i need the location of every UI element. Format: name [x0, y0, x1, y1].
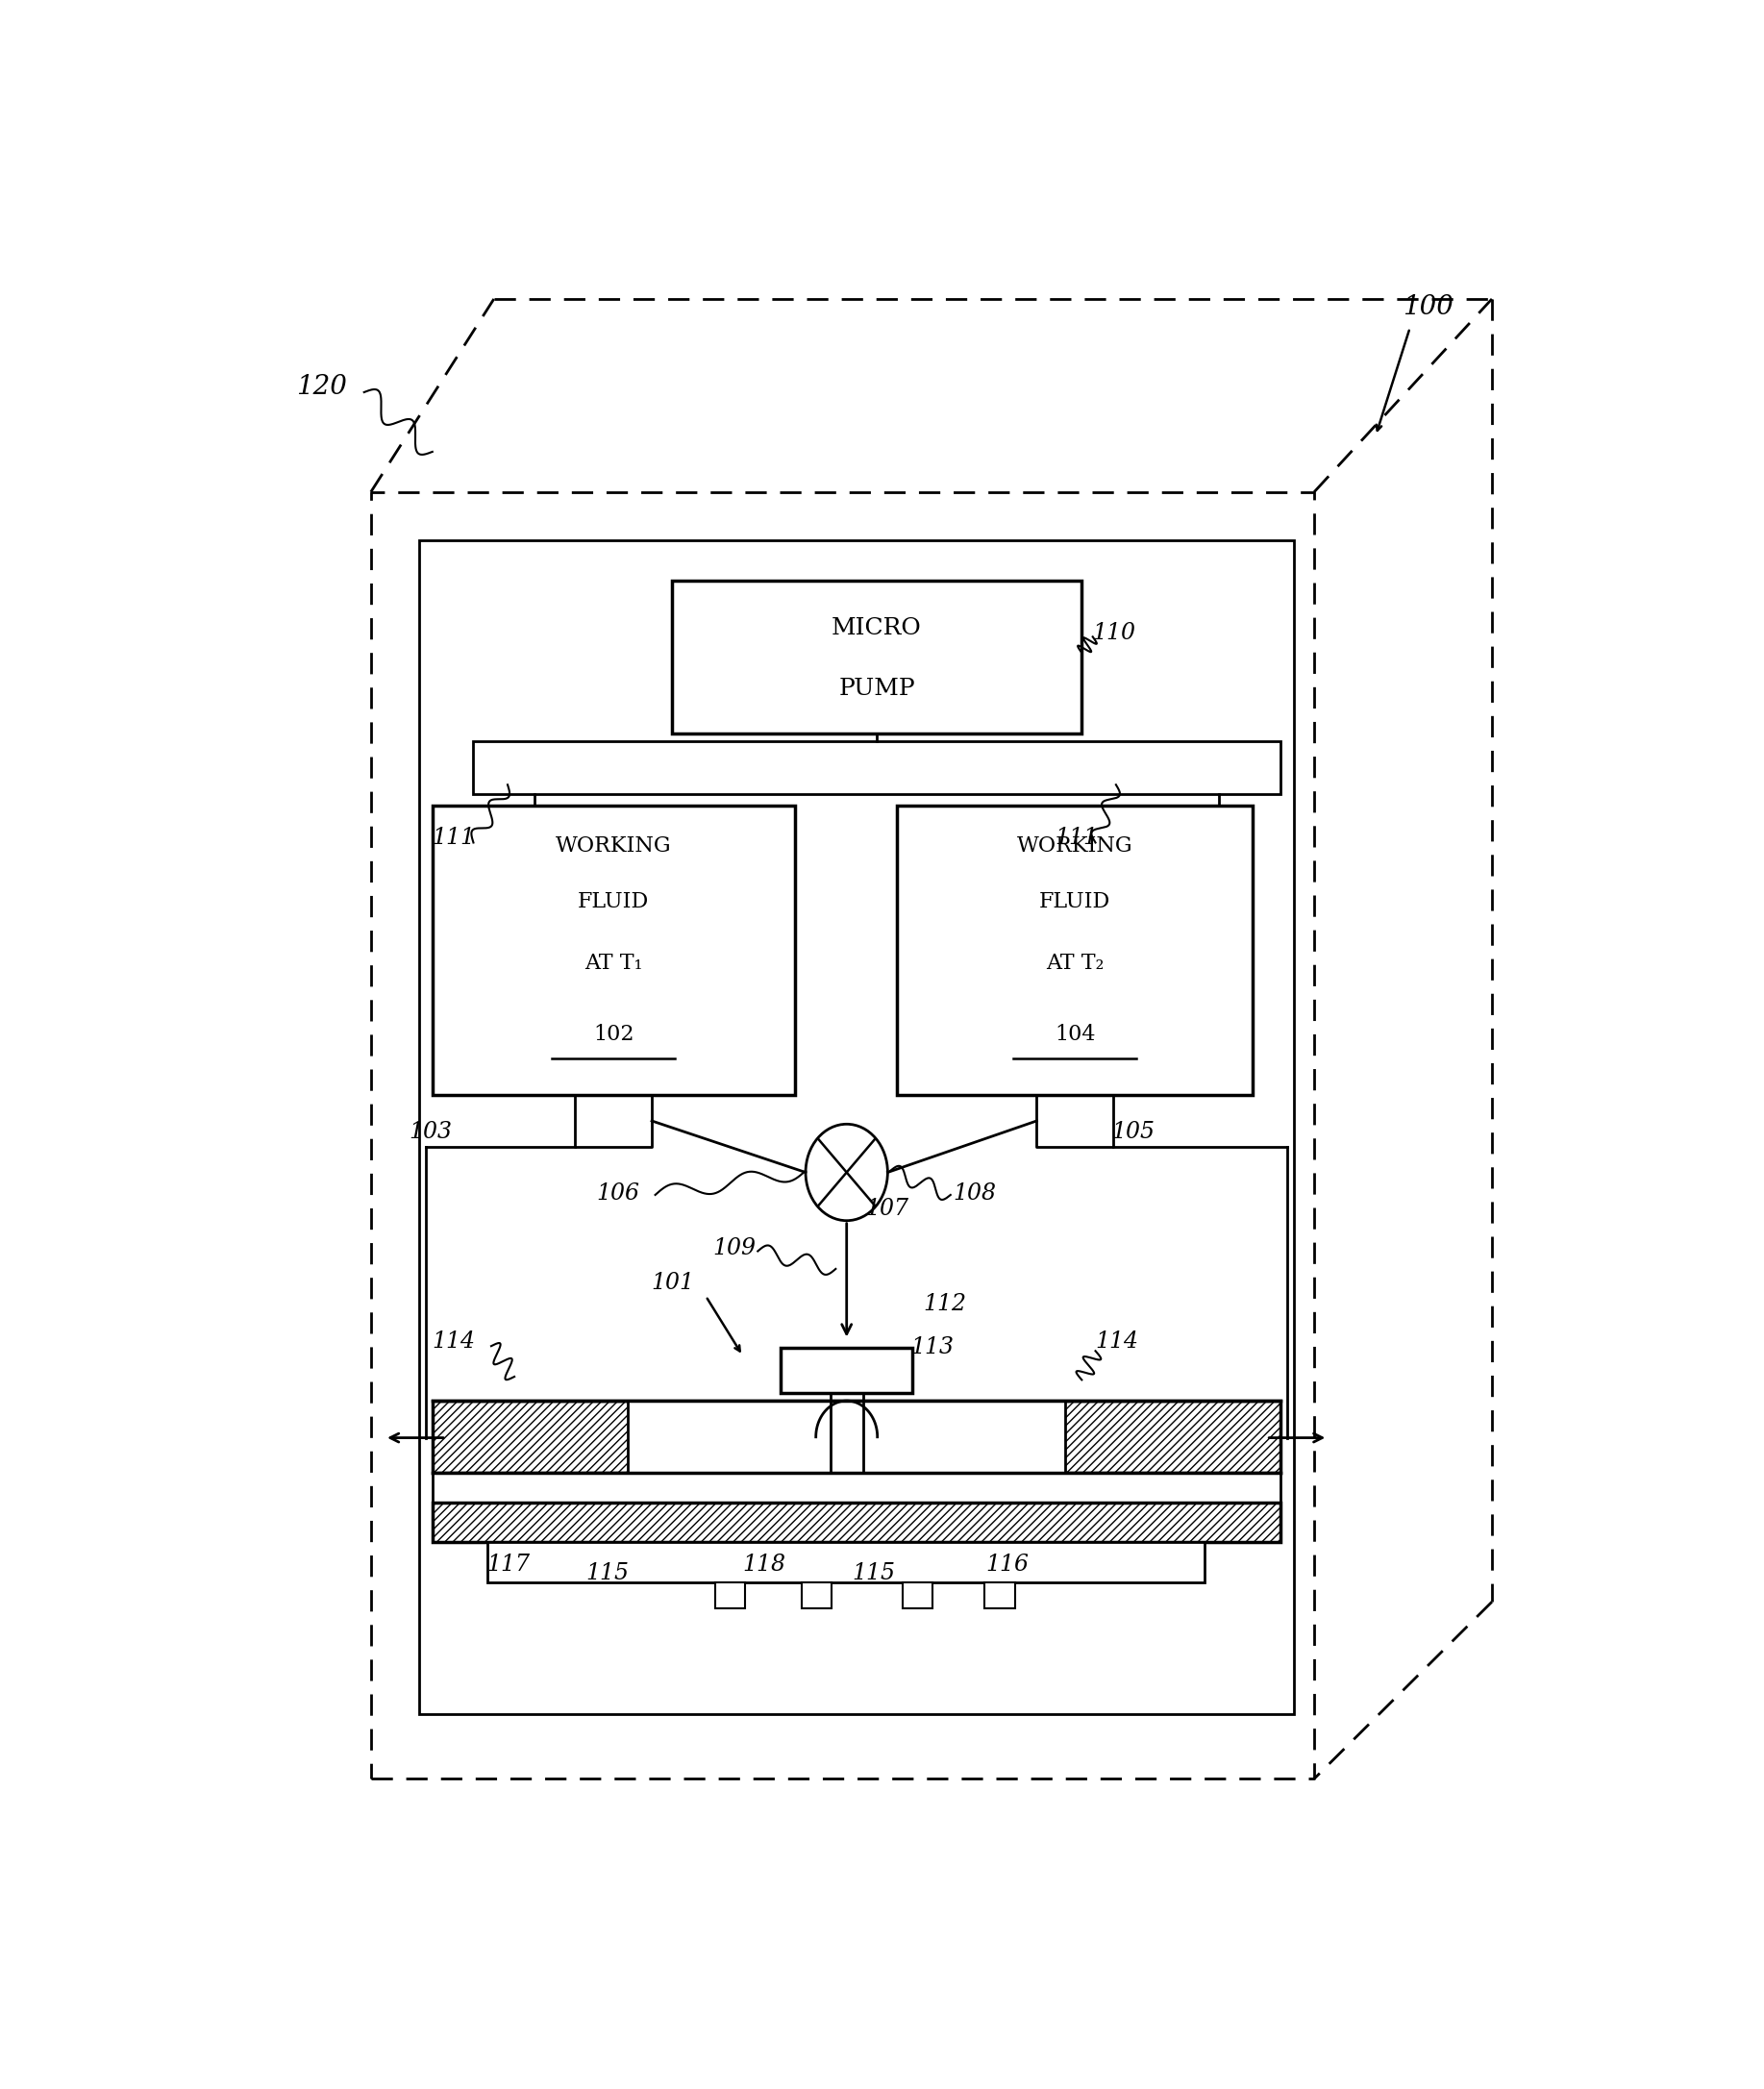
Text: 118: 118	[743, 1554, 787, 1575]
Text: 101: 101	[651, 1272, 695, 1295]
Bar	[984, 1583, 1014, 1609]
Bar	[418, 541, 1293, 1715]
Text: 105: 105	[1111, 1122, 1155, 1143]
Text: AT T₂: AT T₂	[1046, 953, 1104, 973]
Text: AT T₁: AT T₁	[584, 953, 642, 973]
Text: PUMP: PUMP	[838, 679, 916, 700]
Bar	[487, 1542, 1205, 1583]
Text: 103: 103	[409, 1122, 452, 1143]
Bar	[898, 806, 1252, 1095]
Text: FLUID: FLUID	[579, 892, 649, 913]
Bar	[672, 581, 1081, 733]
Text: 104: 104	[1055, 1024, 1095, 1044]
Circle shape	[806, 1124, 887, 1220]
Text: 117: 117	[487, 1554, 531, 1575]
Bar	[432, 1402, 1281, 1473]
Bar	[716, 1583, 746, 1609]
Text: 115: 115	[852, 1563, 896, 1583]
Text: 114: 114	[1095, 1331, 1140, 1352]
Bar	[628, 1402, 1065, 1473]
Text: 114: 114	[432, 1331, 476, 1352]
Bar	[432, 1473, 1281, 1502]
Text: 106: 106	[596, 1182, 640, 1205]
Text: WORKING: WORKING	[556, 836, 672, 856]
Bar	[432, 1502, 1281, 1542]
Text: 100: 100	[1402, 295, 1454, 320]
Text: 108: 108	[953, 1182, 997, 1205]
Text: 110: 110	[1092, 623, 1136, 646]
Text: 116: 116	[986, 1554, 1030, 1575]
Bar	[781, 1347, 912, 1393]
Text: 107: 107	[866, 1199, 908, 1220]
Text: 115: 115	[586, 1563, 628, 1583]
Text: 102: 102	[593, 1024, 633, 1044]
Text: 109: 109	[713, 1237, 757, 1260]
Bar	[801, 1583, 831, 1609]
Text: 111: 111	[432, 827, 476, 848]
Text: WORKING: WORKING	[1018, 836, 1132, 856]
Text: 113: 113	[910, 1337, 954, 1358]
Text: FLUID: FLUID	[1039, 892, 1111, 913]
Bar	[473, 742, 1281, 794]
Text: 112: 112	[923, 1293, 967, 1316]
Bar	[432, 806, 794, 1095]
Text: 120: 120	[296, 374, 346, 401]
Text: MICRO: MICRO	[831, 616, 923, 639]
Bar	[903, 1583, 933, 1609]
Text: 111: 111	[1055, 827, 1097, 848]
